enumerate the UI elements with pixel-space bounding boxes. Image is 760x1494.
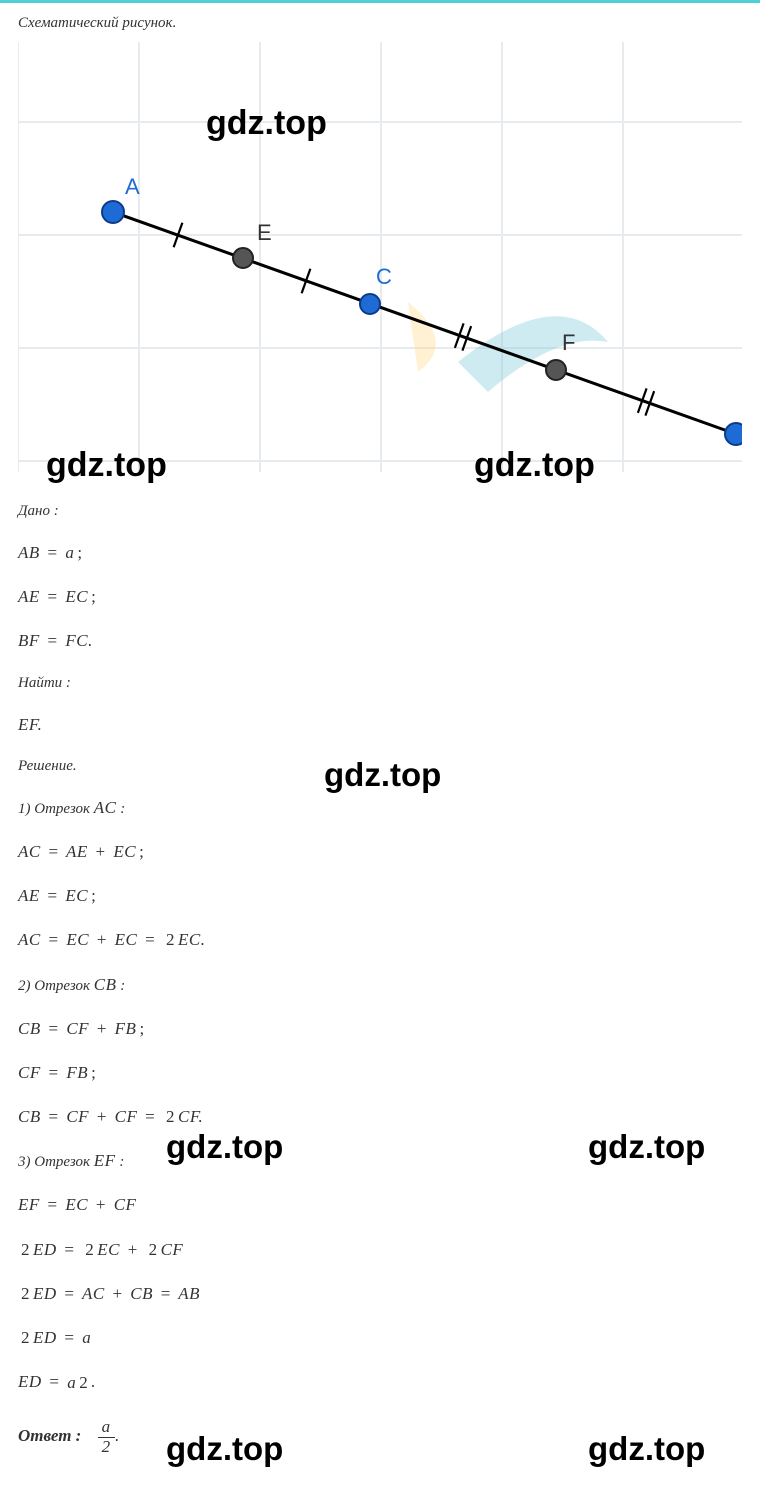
step1-line: AE = EC; (18, 874, 742, 918)
step1-line: AC = AE + EC; (18, 830, 742, 874)
diagram-svg: AECFB (18, 42, 742, 472)
step2-line: CF = FB; (18, 1051, 742, 1095)
watermark-text: gdz.top (46, 446, 167, 485)
watermark-text: gdz.top (588, 1406, 705, 1492)
svg-text:C: C (376, 264, 392, 289)
solution-content: Дано : AB = a; AE = EC; BF = FC. Найти :… (18, 492, 742, 1459)
diagram-caption: Схематический рисунок. (18, 15, 742, 32)
diagram-container: AECFB gdz.topgdz.topgdz.top (18, 42, 742, 472)
svg-text:E: E (257, 220, 272, 245)
find-label: Найти : (18, 664, 742, 703)
step3-line: EF = EC + CF (18, 1183, 742, 1227)
given-line: AB = a; (18, 531, 742, 575)
step2-line: CB = CF + FB; (18, 1007, 742, 1051)
watermark-text: gdz.top (206, 104, 327, 143)
svg-text:A: A (125, 174, 140, 199)
svg-text:F: F (562, 330, 575, 355)
given-label: Дано : (18, 492, 742, 531)
watermark-text: gdz.top (324, 732, 441, 818)
watermark-text: gdz.top (166, 1406, 283, 1492)
answer-label: Ответ : (18, 1426, 81, 1445)
step3-line: 2ED = 2EC + 2CF (18, 1228, 742, 1272)
step3-frac: ED = a2. (18, 1360, 742, 1404)
given-line: BF = FC. (18, 619, 742, 663)
step3-line: 2ED = a (18, 1316, 742, 1360)
given-line: AE = EC; (18, 575, 742, 619)
step1-line: AC = EC + EC = 2EC. (18, 918, 742, 962)
watermark-text: gdz.top (588, 1104, 705, 1190)
watermark-text: gdz.top (474, 446, 595, 485)
watermark-text: gdz.top (166, 1104, 283, 1190)
step3-line: 2ED = AC + CB = AB (18, 1272, 742, 1316)
step2-header: 2) Отрезок CB : (18, 963, 742, 1007)
